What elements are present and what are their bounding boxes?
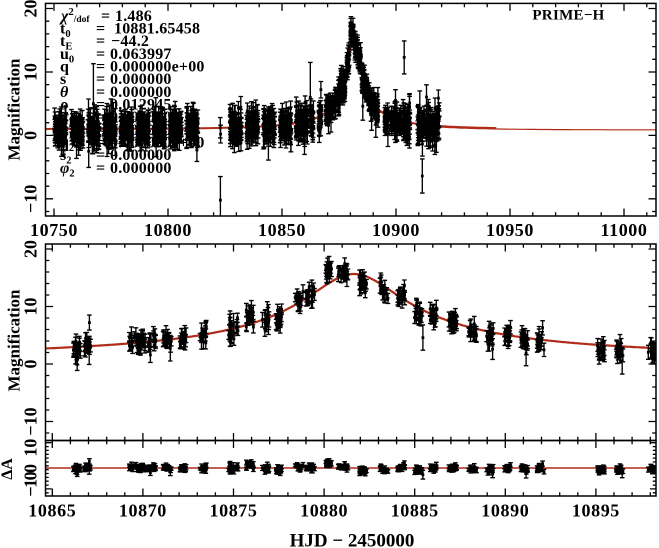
svg-text:πEN: πEN bbox=[60, 109, 84, 129]
svg-text:0.000000e+00: 0.000000e+00 bbox=[110, 59, 205, 76]
svg-text:10950: 10950 bbox=[486, 220, 534, 240]
svg-text:=: = bbox=[96, 97, 105, 114]
svg-text:10: 10 bbox=[20, 439, 40, 457]
svg-text:=: = bbox=[96, 134, 105, 151]
svg-text:=: = bbox=[96, 33, 105, 50]
svg-text:=: = bbox=[96, 59, 105, 76]
svg-text:Magnification: Magnification bbox=[5, 58, 24, 161]
svg-text:s: s bbox=[60, 71, 66, 88]
svg-text:0: 0 bbox=[20, 360, 40, 369]
svg-text:20: 20 bbox=[20, 0, 40, 18]
svg-text:=: = bbox=[96, 21, 105, 38]
svg-text:πEE: πEE bbox=[60, 122, 83, 142]
svg-text:q: q bbox=[60, 59, 69, 76]
svg-text:0.000000: 0.000000 bbox=[110, 109, 172, 126]
svg-text:10850: 10850 bbox=[258, 220, 306, 240]
svg-text:=: = bbox=[96, 71, 105, 88]
svg-text:10: 10 bbox=[20, 63, 40, 81]
svg-text:11000: 11000 bbox=[600, 220, 647, 240]
svg-text:10900: 10900 bbox=[372, 220, 420, 240]
svg-text:10750: 10750 bbox=[30, 220, 78, 240]
svg-text:s2: s2 bbox=[60, 147, 71, 167]
svg-text:0.012945: 0.012945 bbox=[110, 97, 172, 114]
svg-text:−100: −100 bbox=[20, 464, 40, 497]
svg-text:tE: tE bbox=[60, 33, 72, 53]
svg-text:10865: 10865 bbox=[28, 501, 76, 521]
svg-text:−10: −10 bbox=[20, 407, 40, 435]
svg-text:θ: θ bbox=[60, 84, 69, 101]
svg-text:10875: 10875 bbox=[210, 501, 258, 521]
svg-text:=: = bbox=[101, 8, 110, 25]
svg-text:10870: 10870 bbox=[119, 501, 167, 521]
svg-text:PRIME−H: PRIME−H bbox=[532, 8, 604, 24]
svg-text:10800: 10800 bbox=[144, 220, 192, 240]
svg-text:10881.65458: 10881.65458 bbox=[114, 21, 200, 38]
svg-text:0.000000e+00: 0.000000e+00 bbox=[110, 134, 205, 151]
svg-text:10885: 10885 bbox=[391, 501, 439, 521]
svg-text:0.000000: 0.000000 bbox=[110, 84, 172, 101]
svg-text:0.000000: 0.000000 bbox=[110, 122, 172, 139]
svg-text:10895: 10895 bbox=[572, 501, 620, 521]
svg-text:ρ: ρ bbox=[59, 97, 68, 114]
svg-text:=: = bbox=[96, 147, 105, 164]
svg-text:1.486: 1.486 bbox=[115, 8, 152, 25]
svg-text:HJD − 2450000: HJD − 2450000 bbox=[290, 530, 415, 548]
svg-text:χ2/dof: χ2/dof bbox=[59, 7, 90, 25]
svg-text:q2: q2 bbox=[60, 134, 74, 154]
svg-text:0.063997: 0.063997 bbox=[110, 46, 172, 63]
svg-text:=: = bbox=[96, 160, 105, 177]
svg-text:=: = bbox=[96, 84, 105, 101]
svg-text:=: = bbox=[96, 109, 105, 126]
svg-text:t0: t0 bbox=[60, 21, 71, 41]
svg-text:ΔA: ΔA bbox=[0, 458, 16, 480]
svg-text:10880: 10880 bbox=[300, 501, 348, 521]
svg-text:=: = bbox=[96, 122, 105, 139]
svg-text:0: 0 bbox=[20, 131, 40, 140]
svg-text:u0: u0 bbox=[60, 46, 74, 66]
svg-text:−44.2: −44.2 bbox=[111, 33, 149, 50]
svg-text:φ2: φ2 bbox=[60, 160, 75, 180]
svg-text:0.000000: 0.000000 bbox=[110, 160, 172, 177]
svg-text:=: = bbox=[96, 46, 105, 63]
svg-text:0.000000: 0.000000 bbox=[110, 147, 172, 164]
svg-text:−10: −10 bbox=[20, 185, 40, 213]
svg-text:Magnification: Magnification bbox=[5, 289, 24, 392]
svg-text:0.000000: 0.000000 bbox=[110, 71, 172, 88]
svg-text:10890: 10890 bbox=[481, 501, 529, 521]
svg-text:20: 20 bbox=[20, 240, 40, 258]
svg-text:10: 10 bbox=[20, 298, 40, 316]
